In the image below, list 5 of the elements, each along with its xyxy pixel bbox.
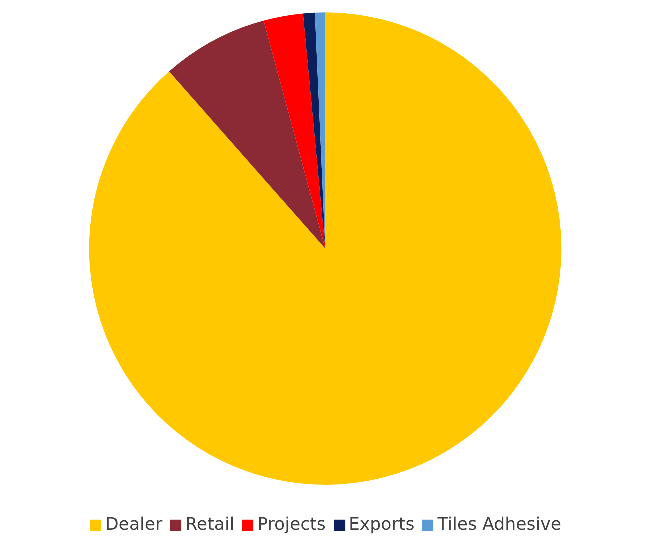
legend-label: Exports: [348, 515, 415, 535]
legend-label: Tiles Adhesive: [438, 515, 562, 535]
legend-label: Retail: [186, 515, 235, 535]
legend-label: Dealer: [105, 515, 163, 535]
legend-label: Projects: [258, 515, 326, 535]
